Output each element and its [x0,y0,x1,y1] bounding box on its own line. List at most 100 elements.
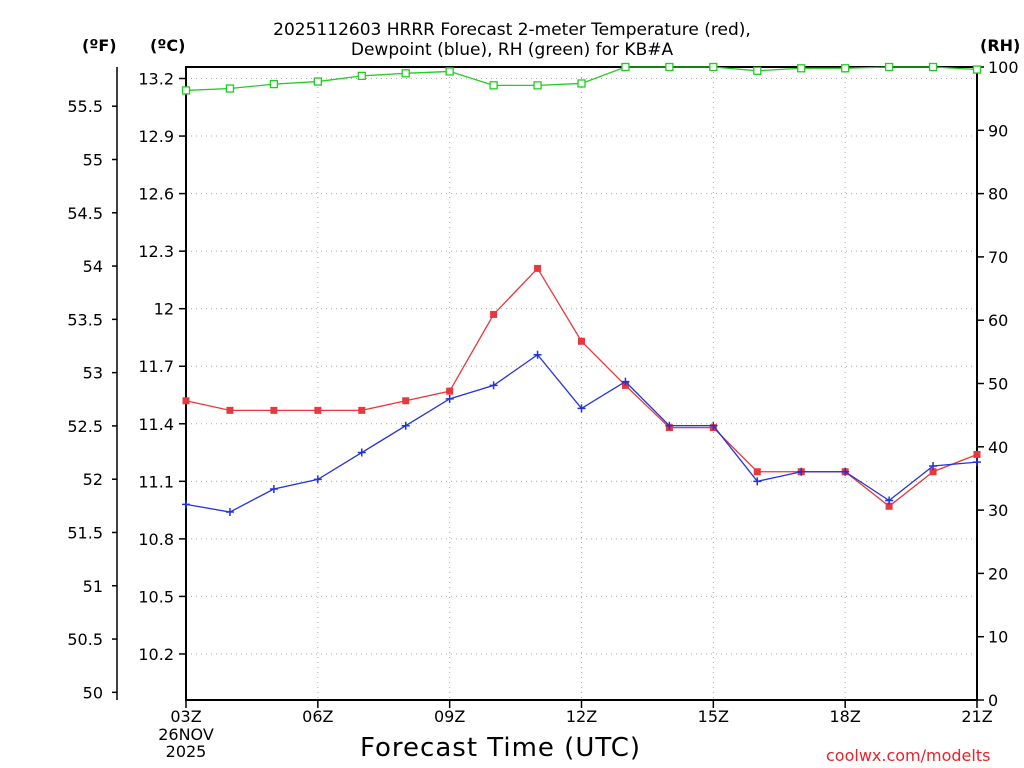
rh-unit-label: (RH) [980,36,1021,55]
celsius-unit-label: (ºC) [150,36,186,55]
dewpoint-point [269,485,278,493]
rh-point [621,62,630,72]
c-tick-label: 12.9 [138,127,174,146]
axes [112,66,984,708]
x-tick-label: 06Z [302,707,333,726]
dewpoint-point [225,508,234,517]
rh-tick-label: 0 [988,691,998,710]
source-credit: coolwx.com/modelts [826,746,991,765]
dewpoint-point [533,350,542,359]
f-tick-label: 55.5 [67,97,103,116]
f-tick-label: 50 [83,683,103,702]
temperature-point [885,502,893,510]
rh-point [665,62,674,72]
temperature-point [534,264,542,272]
rh-point [533,81,542,90]
rh-tick-label: 30 [988,501,1008,520]
f-tick-label: 53 [83,364,103,383]
c-tick-label: 10.2 [138,645,174,664]
rh-point [401,69,410,78]
dewpoint-point [313,475,322,484]
c-tick-label: 10.5 [138,587,174,606]
f-tick-label: 51 [83,577,103,596]
x-tick-label: 18Z [830,707,861,726]
f-tick-label: 53.5 [67,310,103,329]
c-tick-label: 11.1 [138,472,174,491]
rh-tick-label: 90 [988,121,1008,140]
plot-frame [185,66,978,701]
f-tick-label: 54 [83,257,103,276]
dewpoint-point [401,421,410,430]
dewpoint-point [797,467,806,476]
rh-point [489,81,498,90]
rh-point [445,67,454,76]
x-tick-sublabel: 26NOV [158,725,214,744]
rh-point [225,84,235,93]
dewpoint-point [929,461,938,470]
f-tick-label: 51.5 [67,523,103,542]
temperature-point [578,337,585,345]
rh-point [709,62,718,72]
temperature-point [314,406,322,414]
rh-point [357,71,366,81]
dewpoint-point [709,421,718,430]
temperature-point [446,387,454,395]
dewpoint-point [577,404,586,413]
x-tick-label: 15Z [698,707,729,726]
dewpoint-point [489,381,498,390]
dewpoint-point [973,458,981,467]
temperature-point [358,406,366,414]
series-layer [181,62,982,517]
rh-tick-label: 50 [988,375,1008,394]
dewpoint-point [182,500,190,509]
rh-point [577,79,586,88]
fahrenheit-unit-label: (ºF) [82,36,117,55]
rh-tick-label: 80 [988,185,1008,204]
rh-tick-label: 70 [988,248,1008,267]
rh-point [753,66,762,75]
temperature-point [973,450,981,458]
temperature-point [490,310,498,318]
x-tick-sublabel: 2025 [166,742,207,761]
temperature-point [182,397,190,405]
x-tick-label: 03Z [170,707,201,726]
grid-lines [185,67,978,700]
chart-title-line1: 2025112603 HRRR Forecast 2-meter Tempera… [273,20,751,40]
c-tick-label: 12 [154,300,174,319]
rh-point [181,86,191,95]
x-tick-label: 21Z [961,707,992,726]
rh-tick-label: 100 [988,58,1019,77]
rh-tick-label: 20 [988,564,1008,583]
rh-point [841,64,850,73]
c-tick-label: 10.8 [138,530,174,549]
c-tick-label: 13.2 [138,70,174,89]
temperature-point [929,468,937,476]
temperature-point [753,468,761,476]
f-tick-label: 50.5 [67,630,103,649]
rh-point [884,62,894,72]
temperature-point [402,397,410,405]
f-tick-label: 54.5 [67,204,103,223]
dewpoint-point [445,394,454,403]
dewpoint-series-line [185,353,978,513]
dewpoint-point [357,448,366,457]
f-tick-label: 52.5 [67,417,103,436]
x-tick-label: 12Z [566,707,597,726]
rh-tick-label: 40 [988,438,1008,457]
temperature-point [270,406,278,414]
rh-point [797,64,806,73]
x-tick-label: 09Z [434,707,465,726]
rh-tick-label: 60 [988,311,1008,330]
rh-tick-label: 10 [988,628,1008,647]
x-axis-title: Forecast Time (UTC) [360,733,642,763]
c-tick-label: 12.3 [138,242,174,261]
dewpoint-point [753,477,762,486]
c-tick-label: 11.4 [138,415,174,434]
rh-point [313,77,322,86]
dewpoint-point [841,467,850,476]
dewpoint-point [621,377,630,386]
c-tick-label: 11.7 [138,357,174,376]
c-tick-label: 12.6 [138,185,174,204]
